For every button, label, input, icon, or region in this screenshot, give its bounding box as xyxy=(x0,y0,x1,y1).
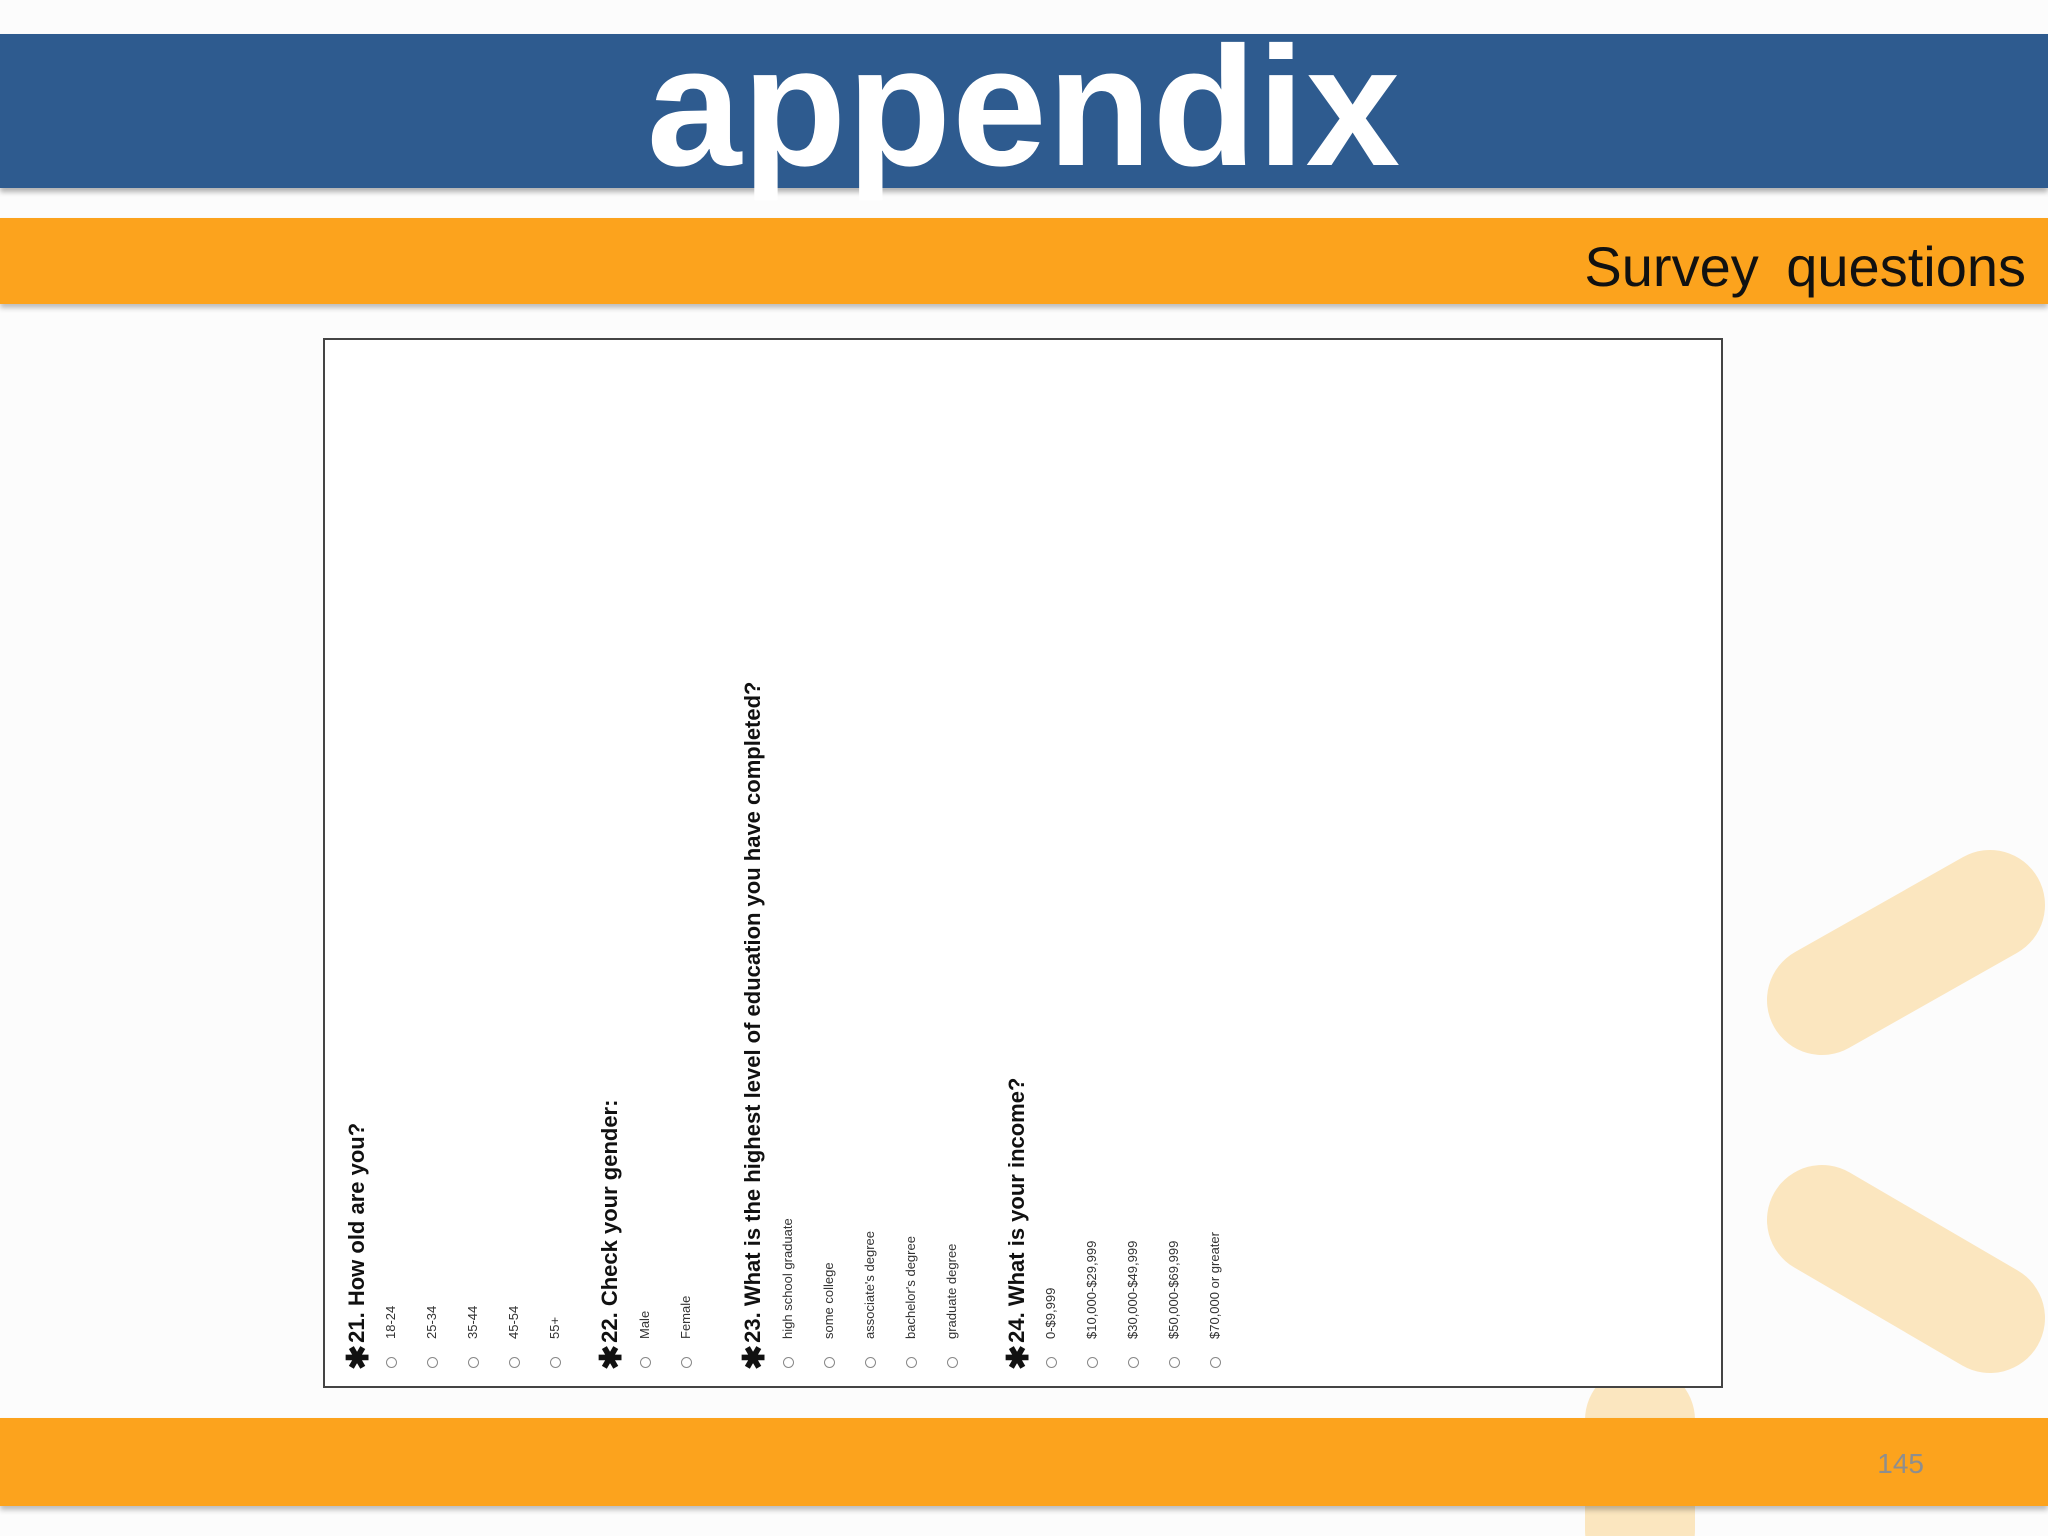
option-q23-4[interactable]: bachelor's degree xyxy=(903,1236,918,1368)
radio-icon[interactable] xyxy=(1210,1357,1222,1368)
option-q23-5[interactable]: graduate degree xyxy=(944,1244,959,1368)
option-q21-2[interactable]: 25-34 xyxy=(424,1306,439,1368)
radio-icon[interactable] xyxy=(468,1357,480,1368)
radio-icon[interactable] xyxy=(1128,1357,1140,1368)
option-q24-3[interactable]: $30,000-$49,999 xyxy=(1125,1241,1140,1368)
subtitle-bar: Survey questions xyxy=(0,218,2048,304)
question-21: ✱21. How old are you? xyxy=(337,1122,375,1370)
survey-scan-image: ✱21. How old are you? 18-24 25-34 35-44 … xyxy=(323,338,1723,1388)
option-q23-3[interactable]: associate's degree xyxy=(862,1231,877,1368)
footer-bar: 145 xyxy=(0,1418,2048,1506)
radio-icon[interactable] xyxy=(1087,1357,1099,1368)
option-q22-1[interactable]: Male xyxy=(637,1311,652,1368)
option-q22-2[interactable]: Female xyxy=(678,1296,693,1368)
option-q21-5[interactable]: 55+ xyxy=(547,1317,562,1368)
title-bar xyxy=(0,34,2048,188)
question-23: ✱23. What is the highest level of educat… xyxy=(733,681,771,1371)
question-22-label: 22. Check your gender: xyxy=(597,1099,622,1343)
radio-icon[interactable] xyxy=(783,1357,795,1368)
radio-icon[interactable] xyxy=(509,1357,521,1368)
option-q21-1[interactable]: 18-24 xyxy=(383,1306,398,1368)
option-q24-4[interactable]: $50,000-$69,999 xyxy=(1166,1241,1181,1368)
radio-icon[interactable] xyxy=(1169,1357,1181,1368)
option-q24-2[interactable]: $10,000-$29,999 xyxy=(1084,1241,1099,1368)
radio-icon[interactable] xyxy=(550,1357,562,1368)
slide-title: appendix xyxy=(646,12,1402,202)
option-q21-3[interactable]: 35-44 xyxy=(465,1306,480,1368)
option-q21-4[interactable]: 45-54 xyxy=(506,1306,521,1368)
required-star-icon: ✱ xyxy=(342,1344,375,1370)
option-q23-1[interactable]: high school graduate xyxy=(780,1218,795,1368)
required-star-icon: ✱ xyxy=(595,1344,628,1370)
required-star-icon: ✱ xyxy=(1002,1344,1035,1370)
question-22: ✱22. Check your gender: xyxy=(590,1099,628,1370)
slide-subtitle: Survey questions xyxy=(1584,235,2026,298)
option-q24-1[interactable]: 0-$9,999 xyxy=(1043,1288,1058,1368)
radio-icon[interactable] xyxy=(906,1357,918,1368)
radio-icon[interactable] xyxy=(865,1357,877,1368)
option-q23-2[interactable]: some college xyxy=(821,1262,836,1368)
radio-icon[interactable] xyxy=(681,1357,693,1368)
radio-icon[interactable] xyxy=(947,1357,959,1368)
radio-icon[interactable] xyxy=(824,1357,836,1368)
option-q24-5[interactable]: $70,000 or greater xyxy=(1207,1232,1222,1368)
radio-icon[interactable] xyxy=(386,1357,398,1368)
rotated-survey-page: ✱21. How old are you? 18-24 25-34 35-44 … xyxy=(325,490,1721,1386)
radio-icon[interactable] xyxy=(640,1357,652,1368)
radio-icon[interactable] xyxy=(427,1357,439,1368)
radio-icon[interactable] xyxy=(1046,1357,1058,1368)
question-23-label: 23. What is the highest level of educati… xyxy=(740,681,765,1343)
question-24: ✱24. What is your income? xyxy=(997,1077,1035,1370)
page-number: 145 xyxy=(1877,1448,1924,1479)
required-star-icon: ✱ xyxy=(738,1344,771,1370)
question-24-label: 24. What is your income? xyxy=(1004,1077,1029,1343)
question-21-label: 21. How old are you? xyxy=(344,1122,369,1343)
